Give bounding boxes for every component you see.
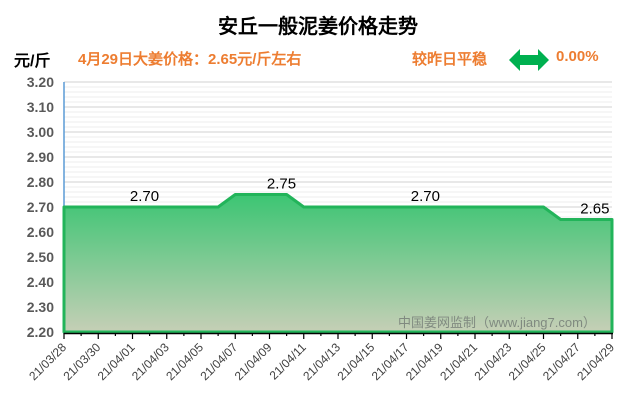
- data-label: 2.70: [411, 188, 440, 205]
- chart-title: 安丘一般泥姜价格走势: [218, 16, 418, 38]
- x-tick-label: 21/04/09: [232, 340, 275, 383]
- y-tick-label: 2.90: [27, 149, 54, 165]
- y-tick-label: 3.00: [27, 124, 54, 140]
- data-label: 2.75: [267, 176, 296, 193]
- data-label: 2.65: [580, 201, 609, 218]
- double-arrow-icon: [509, 49, 549, 71]
- x-tick-label: 21/04/29: [574, 340, 617, 383]
- x-axis: 21/03/2821/03/3021/04/0121/04/0321/04/05…: [26, 332, 617, 383]
- y-tick-label: 3.20: [27, 74, 54, 90]
- data-labels: 2.70 2.75 2.70 2.65: [130, 176, 610, 218]
- y-axis: 3.20 3.10 3.00 2.90 2.80 2.70 2.60 2.50 2.40 2.30…: [27, 74, 65, 340]
- y-tick-label: 2.70: [27, 199, 54, 215]
- y-tick-label: 2.80: [27, 174, 54, 190]
- y-tick-label: 2.30: [27, 299, 54, 315]
- data-label: 2.70: [130, 188, 159, 205]
- watermark: 中国姜网监制（www.jiang7.com）: [398, 315, 596, 330]
- y-axis-unit: 元/斤: [14, 53, 51, 70]
- price-note: 4月29日大姜价格：2.65元/斤左右: [78, 51, 302, 68]
- y-tick-label: 2.50: [27, 249, 54, 265]
- price-area: [62, 193, 614, 334]
- trend-text: 较昨日平稳: [412, 51, 488, 68]
- y-tick-label: 2.20: [27, 324, 54, 340]
- trend-percent: 0.00%: [556, 48, 599, 65]
- y-tick-label: 2.60: [27, 224, 54, 240]
- y-tick-label: 3.10: [27, 99, 54, 115]
- y-tick-label: 2.40: [27, 274, 54, 290]
